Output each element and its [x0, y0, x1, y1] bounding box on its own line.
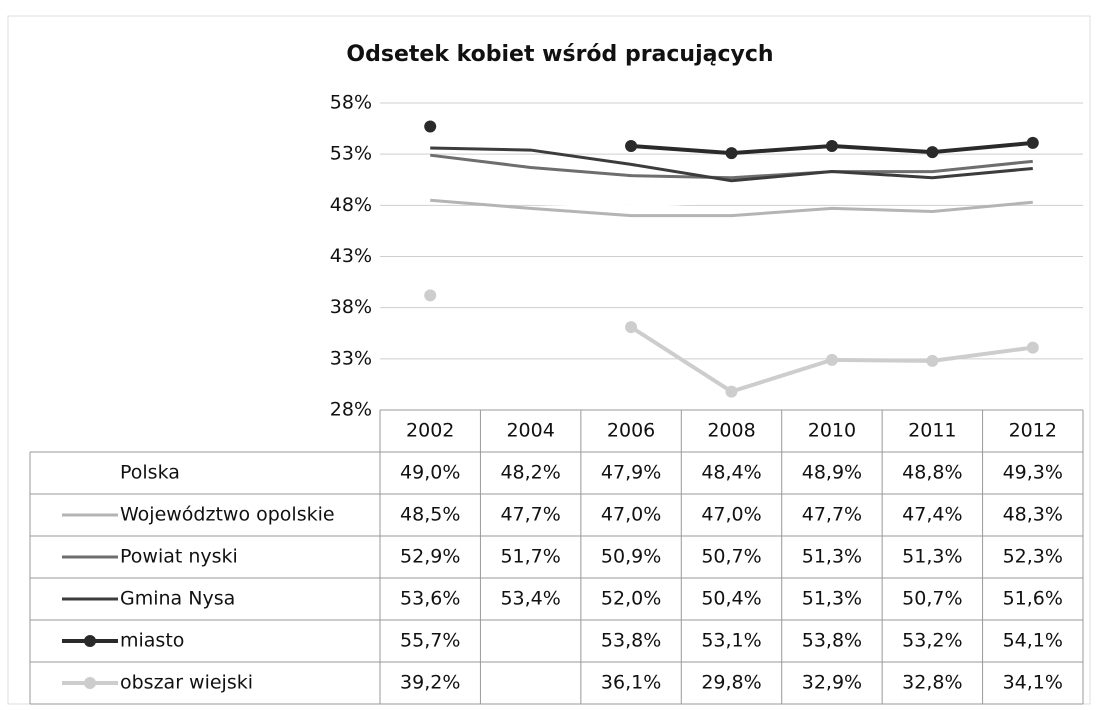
legend-label: obszar wiejski: [120, 672, 253, 694]
x-tick-label: 2008: [707, 420, 755, 442]
point: [926, 354, 939, 367]
point: [725, 385, 738, 398]
legend-label: Polska: [120, 462, 180, 484]
point: [424, 120, 437, 133]
data-label: 51,3%: [902, 546, 962, 568]
data-label: 50,4%: [701, 588, 761, 610]
point: [625, 321, 638, 334]
point: [825, 353, 838, 366]
data-label: 48,9%: [802, 462, 862, 484]
point: [625, 139, 638, 152]
chart-title: Odsetek kobiet wśród pracujących: [346, 42, 773, 67]
data-label: 47,4%: [902, 504, 962, 526]
data-label: 50,7%: [701, 546, 761, 568]
data-label: 52,9%: [400, 546, 460, 568]
data-label: 48,3%: [1003, 504, 1063, 526]
data-label: 34,1%: [1003, 672, 1063, 694]
y-tick-label: 58%: [330, 92, 372, 114]
series-line: [430, 190, 1033, 208]
x-tick-label: 2011: [908, 420, 956, 442]
legend-marker: [84, 677, 96, 689]
data-label: 50,9%: [601, 546, 661, 568]
x-tick-label: 2004: [506, 420, 554, 442]
series-line: [430, 146, 1033, 183]
x-tick-label: 2002: [406, 420, 454, 442]
data-label: 53,8%: [601, 630, 661, 652]
point: [1026, 341, 1039, 354]
data-label: 51,3%: [802, 588, 862, 610]
y-tick-label: 53%: [330, 143, 372, 165]
data-label: 47,0%: [701, 504, 761, 526]
legend-label: Województwo opolskie: [120, 504, 335, 526]
data-label: 47,0%: [601, 504, 661, 526]
data-label: 49,0%: [400, 462, 460, 484]
data-label: 48,8%: [902, 462, 962, 484]
data-label: 47,7%: [802, 504, 862, 526]
point: [825, 139, 838, 152]
y-tick-label: 48%: [330, 194, 372, 216]
y-tick-label: 43%: [330, 245, 372, 267]
data-label: 32,9%: [802, 672, 862, 694]
point: [725, 147, 738, 160]
data-label: 53,2%: [902, 630, 962, 652]
data-label: 52,3%: [1003, 546, 1063, 568]
data-label: 47,7%: [500, 504, 560, 526]
data-label: 47,9%: [601, 462, 661, 484]
data-label: 53,4%: [500, 588, 560, 610]
point: [1026, 136, 1039, 149]
data-label: 49,3%: [1003, 462, 1063, 484]
point: [926, 146, 939, 159]
data-label: 53,6%: [400, 588, 460, 610]
data-label: 53,8%: [802, 630, 862, 652]
data-label: 55,7%: [400, 630, 460, 652]
series-line: [430, 153, 1033, 180]
legend-marker: [84, 635, 96, 647]
data-label: 48,4%: [701, 462, 761, 484]
legend-label: Gmina Nysa: [120, 588, 235, 610]
y-tick-label: 28%: [330, 399, 372, 421]
data-label: 51,7%: [500, 546, 560, 568]
data-label: 51,3%: [802, 546, 862, 568]
data-label: 51,6%: [1003, 588, 1063, 610]
x-tick-label: 2010: [808, 420, 856, 442]
x-tick-label: 2012: [1009, 420, 1057, 442]
data-label: 36,1%: [601, 672, 661, 694]
legend-label: miasto: [120, 630, 184, 652]
data-label: 53,1%: [701, 630, 761, 652]
data-label: 48,5%: [400, 504, 460, 526]
series-line: [430, 198, 1033, 218]
y-tick-label: 38%: [330, 296, 372, 318]
data-label: 54,1%: [1003, 630, 1063, 652]
data-label: 50,7%: [902, 588, 962, 610]
legend-label: Powiat nyski: [120, 546, 238, 568]
data-label: 32,8%: [902, 672, 962, 694]
data-label: 29,8%: [701, 672, 761, 694]
data-label: 48,2%: [500, 462, 560, 484]
point: [424, 289, 437, 302]
y-tick-label: 33%: [330, 347, 372, 369]
x-tick-label: 2006: [607, 420, 655, 442]
data-label: 52,0%: [601, 588, 661, 610]
data-label: 39,2%: [400, 672, 460, 694]
